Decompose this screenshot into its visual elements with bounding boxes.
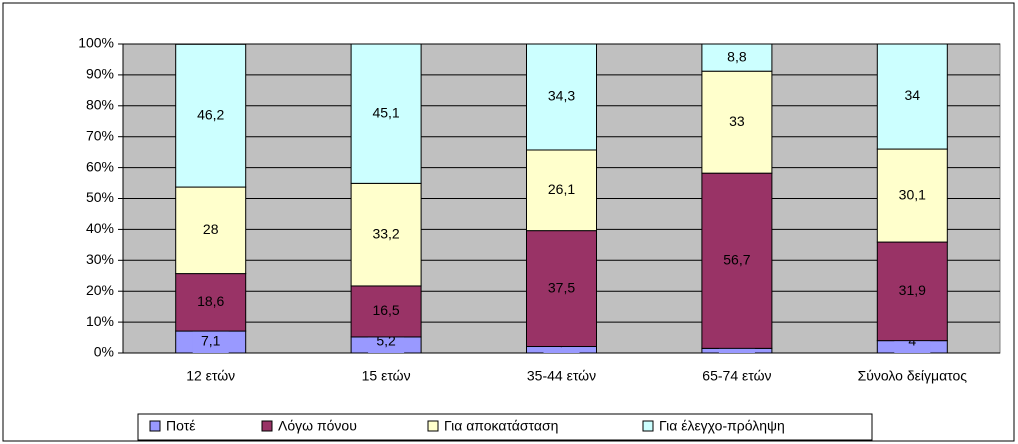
data-label: 28	[203, 221, 219, 237]
bar-segment	[526, 230, 597, 348]
legend-swatch	[261, 420, 273, 432]
legend-label: Για έλεγχο-πρόληψη	[659, 418, 785, 434]
y-tick-label: 90%	[86, 66, 114, 82]
legend-label: Ποτέ	[166, 418, 195, 434]
y-tick-label: 10%	[86, 313, 114, 329]
bar-segment	[701, 43, 773, 72]
bar-segment	[876, 148, 948, 243]
bar-segment	[526, 43, 597, 151]
data-label: 7,1	[201, 333, 221, 349]
y-tick-label: 100%	[78, 35, 114, 51]
data-label: 18,6	[197, 293, 224, 309]
data-label: 16,5	[372, 302, 399, 318]
legend-swatch	[149, 420, 161, 432]
bar-segment	[526, 149, 597, 232]
y-tick-label: 0%	[94, 344, 114, 360]
data-label: 31,9	[899, 282, 926, 298]
bar-segment	[175, 186, 247, 275]
x-tick-label: 12 ετών	[186, 368, 235, 384]
bar-segment	[350, 182, 422, 287]
data-label: 33	[729, 113, 745, 129]
x-tick-label: 65-74 ετών	[702, 368, 771, 384]
legend-swatch	[427, 420, 439, 432]
bar-segment	[701, 70, 773, 174]
bar-segment	[175, 43, 247, 188]
data-label: 37,5	[548, 279, 575, 295]
legend-label: Για αποκατάσταση	[444, 418, 558, 434]
bar-segment	[350, 43, 422, 184]
data-label: 34,3	[548, 88, 575, 104]
y-tick-label: 80%	[86, 97, 114, 113]
legend-swatch	[642, 420, 654, 432]
x-tick-label: 35-44 ετών	[527, 368, 596, 384]
data-label: 46,2	[197, 106, 224, 122]
data-label: 26,1	[548, 181, 575, 197]
y-tick-label: 40%	[86, 220, 114, 236]
data-label: 34	[905, 87, 921, 103]
data-label: 8,8	[727, 48, 747, 64]
x-tick-label: Σύνολο δείγματος	[858, 368, 968, 384]
data-label: 33,2	[372, 225, 399, 241]
y-tick-label: 30%	[86, 251, 114, 267]
data-label: 30,1	[899, 186, 926, 202]
bar-segment	[701, 172, 773, 349]
y-tick-label: 50%	[86, 189, 114, 205]
bar-segment	[175, 273, 247, 332]
y-tick-label: 60%	[86, 158, 114, 174]
x-tick-label: 15 ετών	[362, 368, 411, 384]
y-tick-label: 70%	[86, 127, 114, 143]
data-label: 56,7	[723, 251, 750, 267]
data-label-box	[192, 331, 229, 353]
y-tick-label: 20%	[86, 282, 114, 298]
data-label: 45,1	[372, 104, 399, 120]
bar-segment	[350, 285, 422, 338]
legend-box	[137, 413, 873, 441]
bar-segment	[876, 241, 948, 342]
bar-segment	[876, 43, 948, 150]
legend-label: Λόγω πόνου	[278, 418, 357, 434]
